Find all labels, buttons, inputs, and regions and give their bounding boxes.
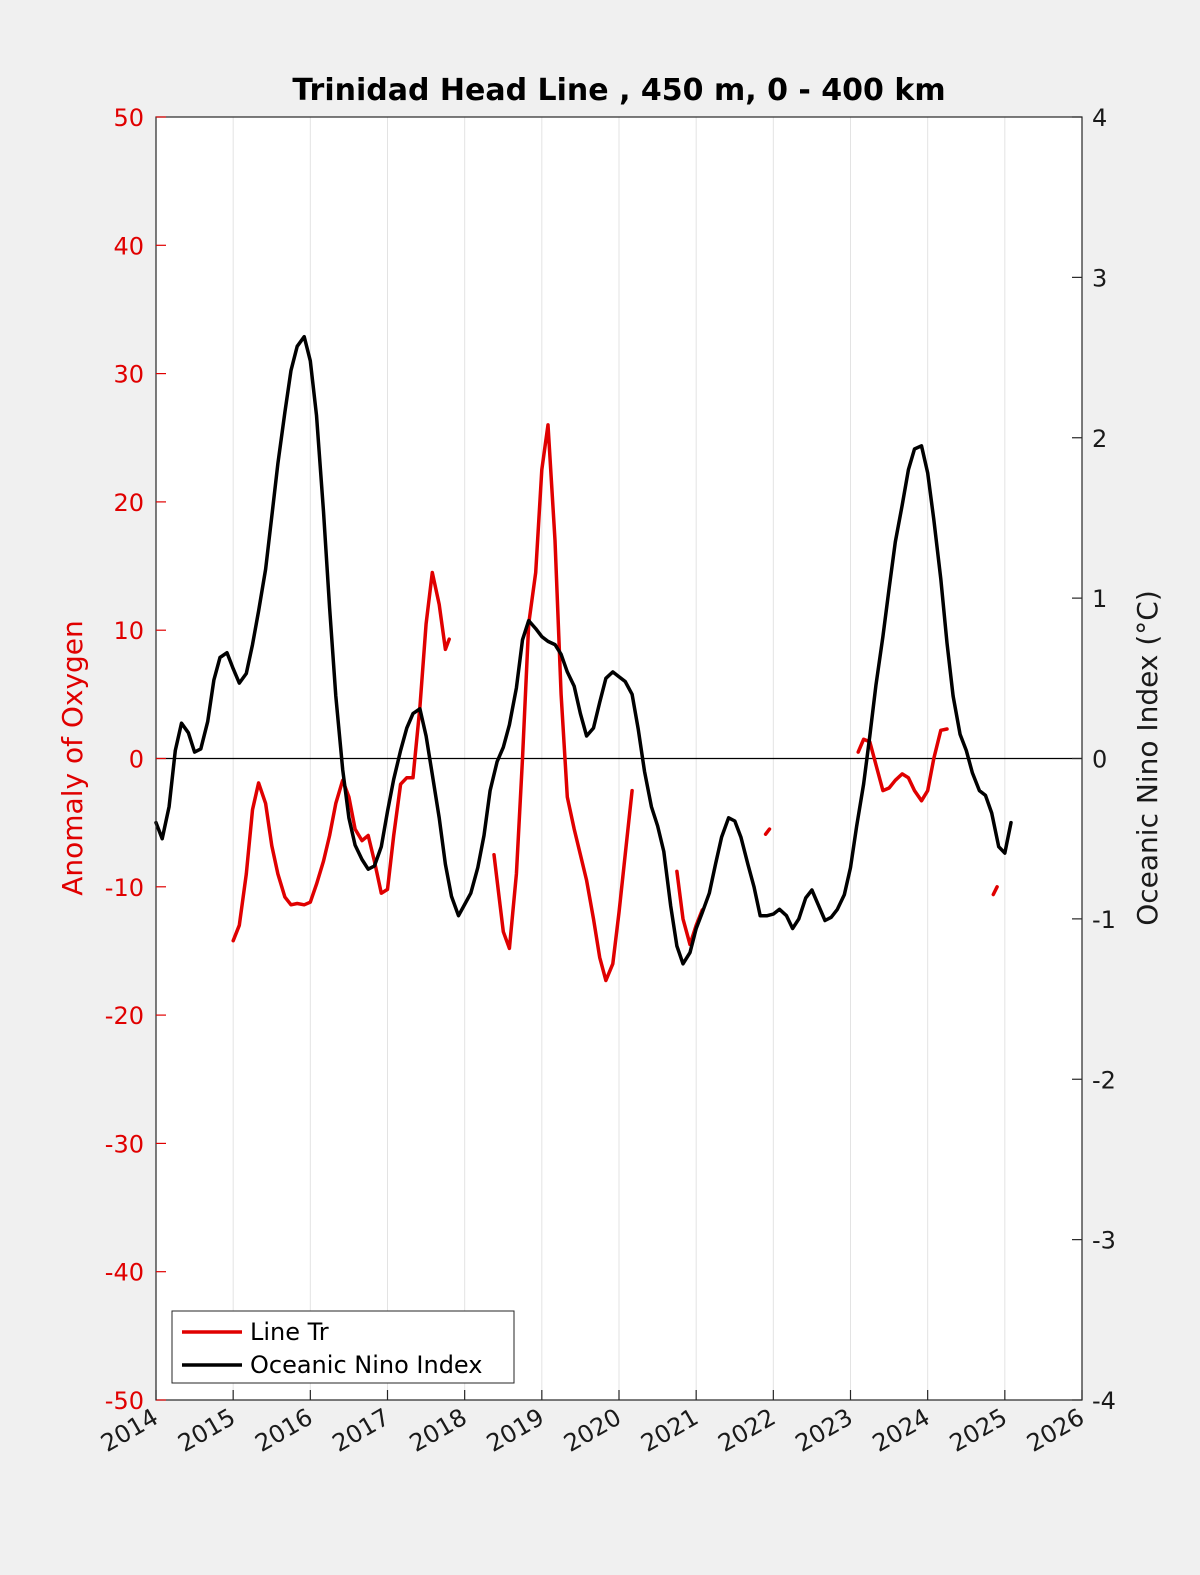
- y-left-tick-label: 0: [129, 746, 144, 774]
- x-tick-label: 2016: [250, 1403, 317, 1458]
- y-right-tick-label: 3: [1092, 264, 1107, 292]
- x-tick-label: 2015: [173, 1403, 240, 1458]
- x-tick-label: 2018: [405, 1403, 472, 1458]
- x-tick-label: 2023: [791, 1403, 858, 1458]
- x-tick-label: 2021: [636, 1403, 703, 1458]
- series-line-segment: [763, 827, 772, 836]
- y-left-tick-label: -40: [105, 1259, 144, 1287]
- y-right-tick-label: 1: [1092, 585, 1107, 613]
- x-tick-label: 2017: [328, 1403, 395, 1458]
- y-right-tick-label: -4: [1092, 1387, 1116, 1415]
- y-right-tick-label: -3: [1092, 1227, 1116, 1255]
- series-line-segment: [492, 423, 634, 983]
- x-tick-label: 2025: [945, 1403, 1012, 1458]
- x-tick-label: 2020: [559, 1403, 626, 1458]
- y-right-tick-label: 0: [1092, 746, 1107, 774]
- legend: Line Tr Oceanic Nino Index: [171, 1310, 515, 1384]
- y-right-tick-label: 4: [1092, 104, 1107, 132]
- y-left-tick-label: -50: [105, 1387, 144, 1415]
- legend-label-oxygen: Line Tr: [250, 1318, 329, 1346]
- y-axis-left-label: Anomaly of Oxygen: [56, 620, 89, 896]
- y-left-tick-label: -20: [105, 1002, 144, 1030]
- y-left-tick-label: 10: [113, 617, 144, 645]
- legend-label-oni: Oceanic Nino Index: [250, 1351, 482, 1379]
- series-line-segment: [154, 334, 1013, 966]
- y-left-tick-label: -30: [105, 1130, 144, 1158]
- y-left-tick-label: 20: [113, 489, 144, 517]
- series-line-segment: [991, 885, 999, 897]
- series-layer: [154, 334, 1013, 983]
- series-oni: [154, 334, 1013, 966]
- y-right-tick-label: 2: [1092, 425, 1107, 453]
- legend-box: [171, 1310, 515, 1384]
- y-axis-right-ticks: -4 -3 -2 -1 0 1 2 3 4: [1072, 104, 1116, 1415]
- y-right-tick-label: -2: [1092, 1066, 1116, 1094]
- y-right-tick-label: -1: [1092, 906, 1116, 934]
- y-left-tick-label: 50: [113, 104, 144, 132]
- y-axis-right-label: Oceanic Nino Index (°C): [1131, 590, 1164, 926]
- x-tick-label: 2019: [482, 1403, 549, 1458]
- y-left-tick-label: -10: [105, 874, 144, 902]
- chart-title: Trinidad Head Line , 450 m, 0 - 400 km: [292, 73, 945, 108]
- y-axis-left-ticks: -50 -40 -30 -20 -10 0 10 20 30 40 50: [105, 104, 166, 1415]
- x-tick-label: 2022: [713, 1403, 780, 1458]
- y-left-tick-label: 40: [113, 232, 144, 260]
- x-tick-label: 2026: [1022, 1403, 1089, 1458]
- series-line-segment: [856, 727, 949, 803]
- y-left-tick-label: 30: [113, 361, 144, 389]
- x-tick-label: 2024: [868, 1403, 935, 1458]
